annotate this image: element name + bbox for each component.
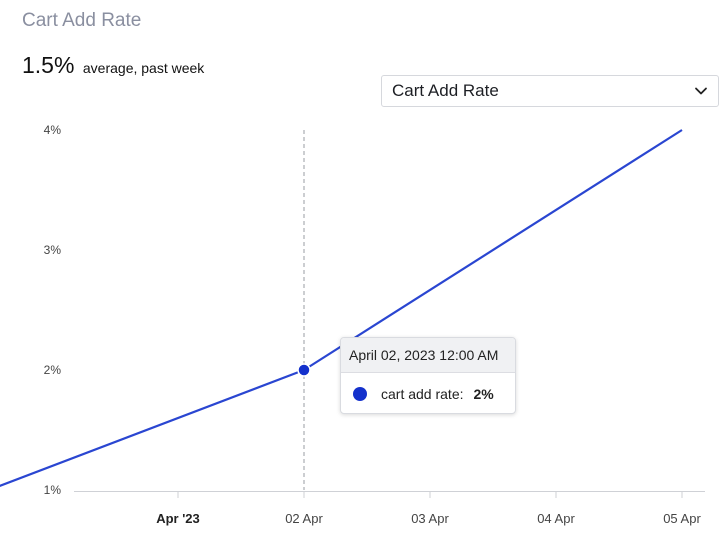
x-tick-label: 02 Apr <box>285 511 323 526</box>
kpi-summary: 1.5% average, past week <box>22 52 204 79</box>
y-tick-label: 4% <box>44 123 62 137</box>
chevron-down-icon <box>695 87 707 95</box>
metric-select-value: Cart Add Rate <box>392 81 499 100</box>
x-tick-label: 03 Apr <box>411 511 449 526</box>
x-tick-label: 05 Apr <box>663 511 701 526</box>
kpi-caption: average, past week <box>82 60 205 76</box>
y-tick-label: 2% <box>44 363 62 377</box>
x-tick-label: 04 Apr <box>537 511 575 526</box>
tooltip-row: cart add rate: 2% <box>341 373 515 413</box>
y-axis-ticks: 1% 2% 3% 4% <box>44 123 62 497</box>
y-tick-label: 3% <box>44 243 62 257</box>
chart-tooltip: April 02, 2023 12:00 AM cart add rate: 2… <box>340 337 516 414</box>
metric-select[interactable]: Cart Add Rate <box>381 75 719 107</box>
highlighted-point[interactable] <box>297 363 311 377</box>
x-tick-label: Apr '23 <box>156 511 200 526</box>
series-color-swatch <box>353 387 367 401</box>
chart-title: Cart Add Rate <box>22 10 142 31</box>
tooltip-date: April 02, 2023 12:00 AM <box>341 338 515 373</box>
kpi-value: 1.5% <box>22 52 75 78</box>
x-axis: Apr '23 02 Apr 03 Apr 04 Apr 05 Apr <box>74 491 705 526</box>
series-line <box>0 129 683 487</box>
y-tick-label: 1% <box>44 483 62 497</box>
chart-series <box>0 129 683 487</box>
tooltip-series-label: cart add rate: <box>381 386 464 402</box>
tooltip-value: 2% <box>473 386 494 402</box>
